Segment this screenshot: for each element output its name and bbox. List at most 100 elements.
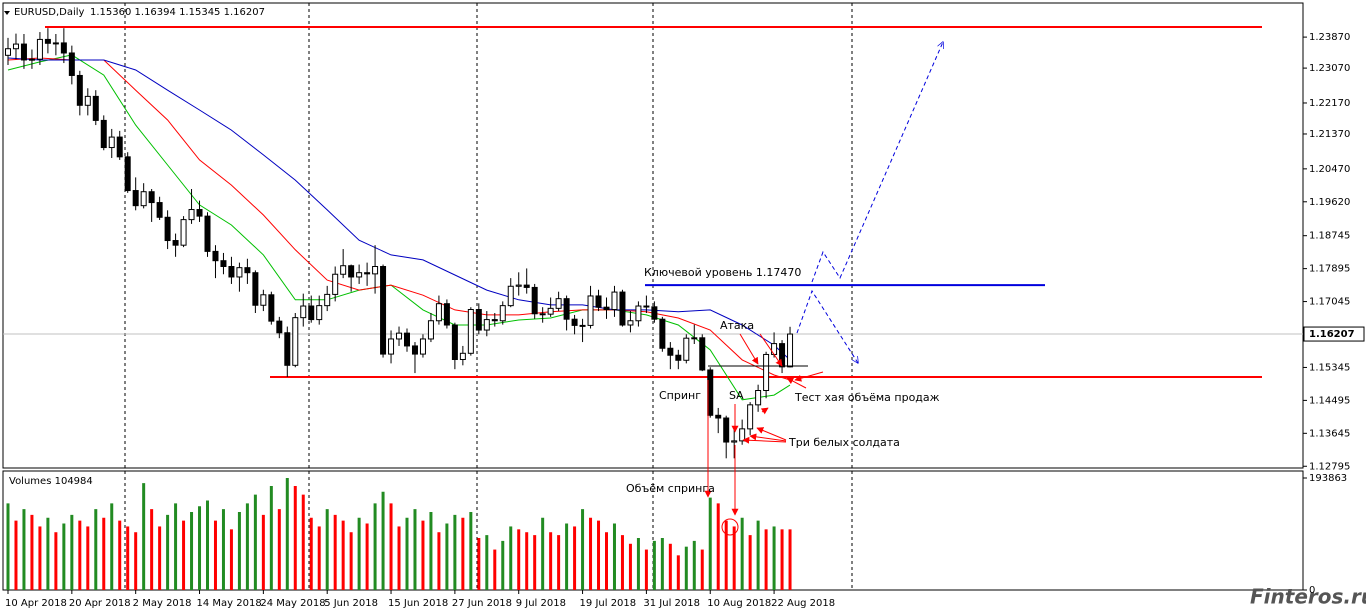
- candle-body: [196, 209, 203, 217]
- candle-body: [739, 428, 746, 442]
- candle-body: [204, 215, 211, 252]
- candle-body: [268, 294, 275, 322]
- candle-body: [164, 216, 171, 242]
- candle-body: [411, 345, 418, 355]
- arrow: [742, 436, 787, 444]
- candle-body: [627, 320, 634, 326]
- symbol: EURUSD,Daily: [14, 7, 85, 18]
- y-tick-label: 1.14495: [1309, 395, 1350, 406]
- candle-body: [523, 284, 530, 288]
- candle-body: [507, 285, 514, 307]
- candle-body: [459, 352, 466, 360]
- candle-body: [443, 303, 450, 326]
- moving-average: [7, 57, 791, 381]
- y-tick-label: 1.23870: [1309, 32, 1350, 43]
- candle-body: [683, 337, 690, 361]
- candle-body: [228, 266, 235, 278]
- candle-body: [44, 38, 51, 44]
- candle-body: [404, 332, 410, 347]
- x-tick-label: 10 Aug 2018: [707, 598, 771, 609]
- candle-body: [324, 293, 331, 307]
- y-tick-label: 1.12795: [1309, 461, 1350, 472]
- x-tick-label: 9 Jul 2018: [516, 598, 566, 609]
- candle-body: [340, 265, 347, 275]
- y-tick-label: 1.20470: [1309, 164, 1350, 175]
- candle-body: [348, 265, 355, 278]
- candle-body: [547, 307, 554, 315]
- candle-body: [467, 309, 474, 354]
- candle-body: [212, 250, 219, 262]
- candle-body: [579, 324, 586, 327]
- menu-triangle: [4, 11, 10, 15]
- arrow: [739, 333, 759, 365]
- candle-body: [12, 43, 19, 50]
- candle-body: [787, 333, 794, 368]
- watermark: Finteros.ru: [1250, 585, 1366, 609]
- candle-body: [715, 414, 722, 419]
- candle-body: [675, 354, 682, 361]
- volume-tick-label: 0: [1309, 585, 1315, 596]
- x-tick-label: 2 May 2018: [133, 598, 192, 609]
- separators: [124, 3, 853, 590]
- candle-body: [124, 156, 131, 192]
- volume-title: Volumes 104984: [9, 476, 93, 487]
- candle-body: [723, 417, 730, 443]
- candle-body: [36, 38, 43, 60]
- candle-body: [427, 320, 434, 340]
- candle-body: [651, 306, 658, 320]
- candle-body: [643, 305, 650, 308]
- candle-body: [108, 136, 115, 149]
- candle-body: [308, 305, 315, 321]
- y-tick-label: 1.19620: [1309, 197, 1350, 208]
- candle-body: [419, 338, 426, 355]
- y-tick-label: 1.13645: [1309, 428, 1350, 439]
- candle-body: [491, 319, 498, 322]
- x-tick-label: 10 Apr 2018: [5, 598, 67, 609]
- candle-body: [475, 309, 482, 331]
- candle-body: [571, 318, 578, 326]
- candle-body: [172, 240, 179, 246]
- candle-body: [635, 305, 642, 322]
- candle-body: [499, 305, 506, 322]
- candle-body: [595, 295, 602, 308]
- annotation: Спринг: [659, 389, 701, 402]
- candle-body: [356, 272, 363, 278]
- candle-body: [316, 305, 323, 321]
- candle-body: [611, 291, 618, 311]
- candle-body: [332, 273, 339, 295]
- candle-body: [364, 272, 371, 275]
- annotation: Тест хая объёма продаж: [794, 391, 940, 404]
- annotation: Ключевой уровень 1.17470: [644, 266, 801, 279]
- candle-body: [763, 353, 770, 391]
- candle-body: [619, 291, 626, 326]
- candle-body: [20, 43, 27, 61]
- x-tick-label: 20 Apr 2018: [69, 598, 131, 609]
- y-tick-label: 1.17895: [1309, 264, 1350, 275]
- y-tick-label: 1.15345: [1309, 362, 1350, 373]
- x-tick-label: 15 Jun 2018: [388, 598, 448, 609]
- candle-body: [140, 191, 147, 207]
- candle-body: [515, 284, 522, 287]
- candle-body: [659, 318, 666, 349]
- arrow: [786, 377, 807, 389]
- candle-body: [84, 95, 91, 106]
- x-tick-label: 19 Jul 2018: [580, 598, 637, 609]
- candle-body: [60, 42, 67, 54]
- candle-body: [292, 317, 299, 366]
- candle-body: [531, 286, 538, 315]
- candle-body: [372, 266, 379, 275]
- ohlc: 1.15360 1.16394 1.15345 1.16207: [90, 7, 265, 18]
- candle-body: [148, 191, 155, 204]
- candle-body: [747, 404, 754, 430]
- plot: [3, 26, 1303, 590]
- candle-body: [396, 332, 403, 340]
- arrow: [756, 427, 787, 441]
- x-tick-label: 27 Jun 2018: [452, 598, 512, 609]
- red-arrows: [704, 333, 824, 516]
- candle-body: [220, 260, 227, 267]
- arrow: [759, 333, 783, 367]
- moving-average: [7, 57, 791, 361]
- candle-body: [5, 48, 11, 56]
